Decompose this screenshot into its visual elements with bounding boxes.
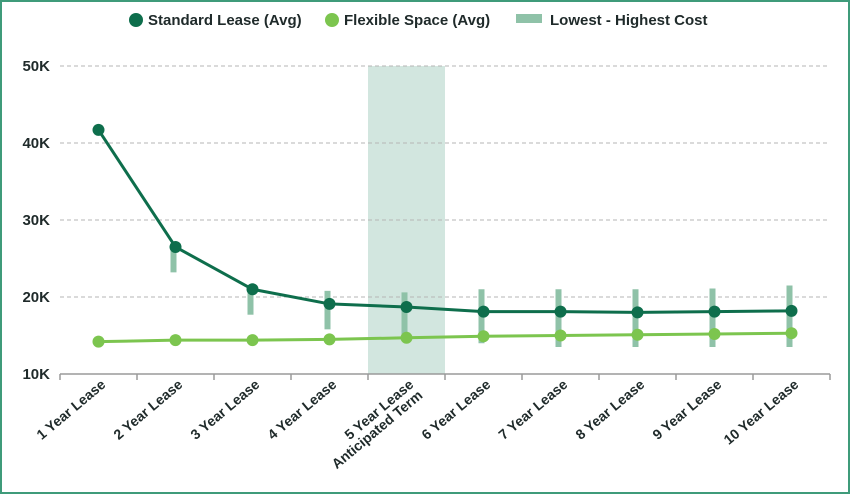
data-point bbox=[785, 304, 798, 317]
x-tick-label-line: 6 Year Lease bbox=[418, 376, 493, 443]
legend-label: Standard Lease (Avg) bbox=[148, 12, 302, 29]
legend-item: Flexible Space (Avg) bbox=[325, 12, 490, 29]
grid-layer bbox=[60, 65, 830, 298]
x-tick-label: 8 Year Lease bbox=[572, 376, 647, 443]
x-tick-label: 9 Year Lease bbox=[649, 376, 724, 443]
y-tick-label: 40K bbox=[22, 135, 50, 152]
data-point bbox=[477, 305, 490, 318]
data-point bbox=[92, 335, 105, 348]
y-axis: 10K 20K 30K 40K 50K bbox=[22, 58, 50, 383]
legend-label: Lowest - Highest Cost bbox=[550, 12, 708, 29]
x-tick-label-line: 9 Year Lease bbox=[649, 376, 724, 443]
x-tick-label-line: 10 Year Lease bbox=[720, 376, 801, 448]
y-tick-label: 10K bbox=[22, 366, 50, 383]
x-tick-label: 6 Year Lease bbox=[418, 376, 493, 443]
data-point bbox=[708, 327, 721, 340]
data-point bbox=[246, 334, 259, 347]
x-tick-label: 3 Year Lease bbox=[187, 376, 262, 443]
y-tick-label: 20K bbox=[22, 289, 50, 306]
data-point bbox=[631, 328, 644, 341]
data-point bbox=[246, 283, 259, 296]
series-layer bbox=[92, 123, 798, 348]
legend-swatch-dot bbox=[325, 13, 339, 27]
x-tick-label: 7 Year Lease bbox=[495, 376, 570, 443]
x-tick-label-line: 8 Year Lease bbox=[572, 376, 647, 443]
x-tick-label-line: 2 Year Lease bbox=[110, 376, 185, 443]
data-point bbox=[554, 329, 567, 342]
x-tick-label: 2 Year Lease bbox=[110, 376, 185, 443]
y-tick-label: 30K bbox=[22, 212, 50, 229]
x-tick-label: 4 Year Lease bbox=[264, 376, 339, 443]
data-point bbox=[323, 333, 336, 346]
x-tick-label-line: 7 Year Lease bbox=[495, 376, 570, 443]
data-point bbox=[631, 306, 644, 319]
data-point bbox=[323, 297, 336, 310]
x-tick-label-line: 1 Year Lease bbox=[33, 376, 108, 443]
data-point bbox=[708, 305, 721, 318]
data-point bbox=[554, 305, 567, 318]
data-point bbox=[92, 123, 105, 136]
x-tick-label: 1 Year Lease bbox=[33, 376, 108, 443]
legend: Standard Lease (Avg) Flexible Space (Avg)… bbox=[129, 12, 708, 29]
x-tick-label-line: 4 Year Lease bbox=[264, 376, 339, 443]
y-tick-label: 50K bbox=[22, 58, 50, 75]
legend-label: Flexible Space (Avg) bbox=[344, 12, 490, 29]
data-point bbox=[400, 331, 413, 344]
data-point bbox=[785, 327, 798, 340]
x-tick-label-line: 3 Year Lease bbox=[187, 376, 262, 443]
legend-item: Standard Lease (Avg) bbox=[129, 12, 302, 29]
legend-item: Lowest - Highest Cost bbox=[516, 12, 708, 29]
data-point bbox=[169, 240, 182, 253]
data-point bbox=[477, 330, 490, 343]
x-tick-label: 10 Year Lease bbox=[720, 376, 801, 448]
series-line-standard-lease bbox=[97, 129, 792, 314]
legend-swatch-dot bbox=[129, 13, 143, 27]
series-line-flexible-space bbox=[98, 331, 792, 344]
data-point bbox=[169, 334, 182, 347]
data-point bbox=[400, 301, 413, 314]
legend-swatch-bar bbox=[516, 14, 542, 23]
x-axis: 1 Year Lease 2 Year Lease 3 Year Lease 4 Ye… bbox=[33, 373, 831, 472]
